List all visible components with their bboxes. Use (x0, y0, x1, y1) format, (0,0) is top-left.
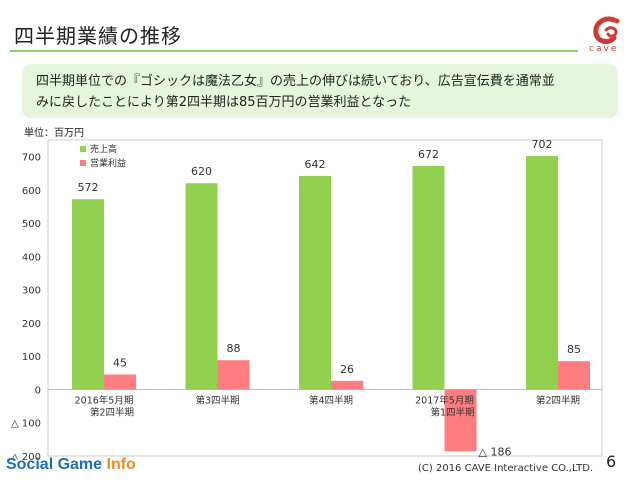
category-label: 第2四半期 (90, 406, 134, 418)
page-number: 6 (606, 452, 617, 471)
category-label: 2016年5月期 (75, 394, 134, 406)
y-tick-label: 100 (22, 352, 41, 363)
bar-operating-profit (217, 360, 250, 390)
data-label: 26 (340, 363, 354, 376)
y-tick-label: 700 (22, 153, 41, 164)
watermark: Social Game Info (6, 456, 136, 474)
data-label: 572 (78, 181, 99, 194)
summary-line-1: 四半期単位での『ゴシックは魔法乙女』の売上の伸びは続いており、広告宣伝費を通常並 (36, 74, 555, 89)
page-title: 四半期業績の推移 (14, 24, 182, 48)
bar-operating-profit (558, 361, 590, 390)
data-label: △ 186 (479, 445, 512, 458)
title-underline (10, 50, 578, 52)
watermark-social: Social Game (6, 456, 107, 473)
y-tick-label: 400 (22, 252, 41, 263)
bar-sales (526, 155, 558, 390)
category-label: 第4四半期 (309, 394, 353, 406)
bar-chart: 700 600 500 400 300 200 100 0 △ 100 △ 200 572 620 64… (11, 138, 603, 460)
y-tick-label: 600 (22, 186, 41, 197)
bar-sales (185, 183, 218, 390)
data-label: 45 (113, 357, 127, 370)
copyright: (C) 2016 CAVE Interactive CO.,LTD. (418, 463, 594, 474)
legend-label: 売上高 (90, 143, 117, 155)
plot-frame (47, 139, 603, 457)
legend-label: 営業利益 (90, 157, 126, 169)
data-label: 88 (227, 342, 241, 355)
legend-swatch (80, 160, 86, 166)
bar-sales (72, 199, 104, 390)
summary-box: 四半期単位での『ゴシックは魔法乙女』の売上の伸びは続いており、広告宣伝費を通常並… (22, 64, 618, 118)
data-label: 85 (567, 343, 581, 356)
legend-swatch (80, 146, 86, 152)
y-tick-label: 300 (22, 286, 41, 297)
data-label: 702 (532, 138, 553, 151)
data-label: 642 (305, 158, 326, 171)
category-label: 第3四半期 (195, 394, 239, 406)
category-label: 第1四半期 (430, 406, 474, 418)
category-label: 第2四半期 (536, 394, 580, 406)
y-tick-label: △ 100 (11, 419, 41, 430)
summary-line-2: みに戻したことにより第2四半期は85百万円の営業利益となった (36, 95, 412, 110)
cave-logo-icon (593, 16, 620, 44)
y-tick-label: 0 (35, 385, 41, 396)
bar-operating-profit (104, 374, 136, 390)
bar-sales (299, 175, 331, 390)
y-tick-label: 500 (22, 219, 41, 230)
data-label: 620 (191, 165, 212, 178)
data-label: 672 (418, 148, 439, 161)
bar-sales (412, 165, 445, 390)
logo-text: cave (589, 44, 619, 54)
watermark-info: Info (106, 456, 136, 473)
y-tick-label: △ 200 (11, 452, 41, 460)
y-tick-label: 200 (22, 319, 41, 330)
unit-label: 単位：百万円 (24, 128, 84, 139)
bar-operating-profit (331, 380, 363, 390)
category-label: 2017年5月期 (415, 394, 474, 406)
bar-operating-profit (444, 389, 477, 452)
